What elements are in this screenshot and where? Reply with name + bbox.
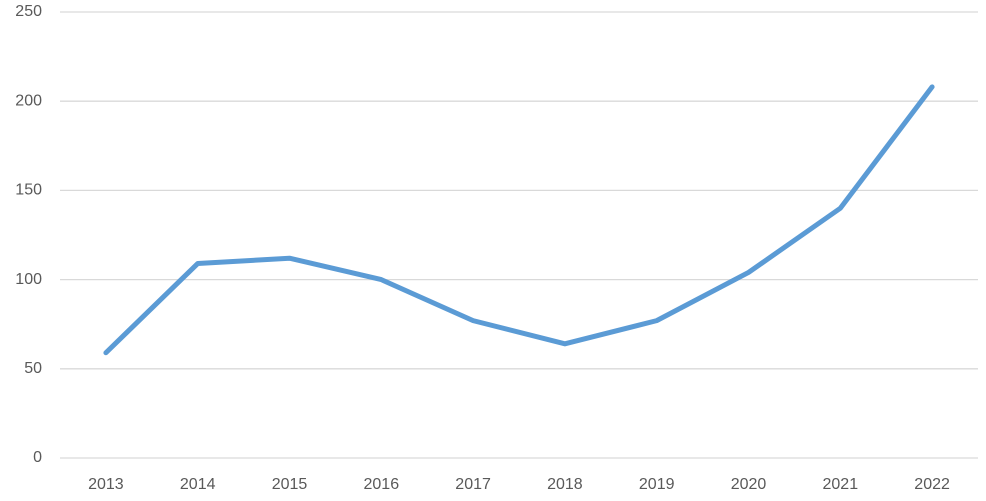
y-tick-label: 50 <box>24 360 42 377</box>
y-tick-label: 200 <box>15 92 42 109</box>
x-tick-label: 2019 <box>639 476 675 493</box>
y-tick-label: 100 <box>15 271 42 288</box>
line <box>103 84 935 356</box>
x-tick-label: 2014 <box>180 476 216 493</box>
x-tick-label: 2013 <box>88 476 124 493</box>
x-tick-label: 2017 <box>455 476 491 493</box>
y-tick-label: 0 <box>33 449 42 466</box>
x-tick-label: 2021 <box>823 476 859 493</box>
x-tick-label: 2018 <box>547 476 583 493</box>
y-tick-label: 150 <box>15 182 42 199</box>
y-tick-label: 250 <box>15 3 42 20</box>
x-tick-label: 2016 <box>364 476 400 493</box>
x-tick-label: 2020 <box>731 476 767 493</box>
x-tick-label: 2015 <box>272 476 308 493</box>
x-tick-label: 2022 <box>914 476 950 493</box>
